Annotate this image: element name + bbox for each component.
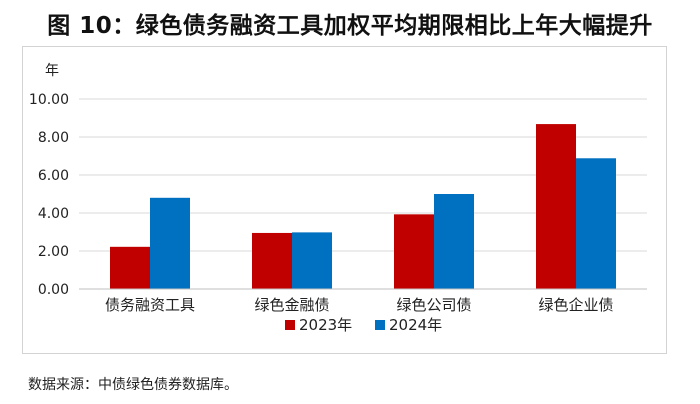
chart-panel: 年 0.00 2.00 4.00 6.00 8.00 10.00 债务融资工具 绿色金融债 绿色公… bbox=[22, 46, 667, 354]
y-tick-label: 6.00 bbox=[38, 168, 69, 184]
legend-swatch bbox=[285, 320, 295, 330]
chart-title: 图 10：绿色债务融资工具加权平均期限相比上年大幅提升 bbox=[47, 13, 653, 39]
x-tick-label: 债务融资工具 bbox=[105, 296, 195, 314]
bar-series-2023 bbox=[252, 232, 292, 289]
y-tick-label: 4.00 bbox=[38, 206, 69, 222]
x-tick-label: 绿色公司债 bbox=[396, 296, 471, 314]
legend-label: 2024年 bbox=[389, 316, 442, 334]
x-tick-label: 绿色企业债 bbox=[538, 296, 613, 314]
legend-label: 2023年 bbox=[299, 316, 352, 334]
bar-series-2023 bbox=[110, 246, 150, 289]
axes: 年 0.00 2.00 4.00 6.00 8.00 10.00 债务融资工具 绿色金融债 绿色公… bbox=[29, 63, 647, 314]
y-tick-label: 2.00 bbox=[38, 244, 69, 260]
data-source-note: 数据来源：中债绿色债券数据库。 bbox=[28, 377, 238, 393]
bar-chart: 年 0.00 2.00 4.00 6.00 8.00 10.00 债务融资工具 绿色金融债 绿色公… bbox=[29, 63, 647, 334]
bars bbox=[110, 124, 616, 289]
bar-series-2024 bbox=[150, 197, 190, 289]
bar-series-2024 bbox=[576, 158, 616, 289]
bar-series-2023 bbox=[536, 124, 576, 289]
legend-swatch bbox=[375, 320, 385, 330]
y-tick-label: 8.00 bbox=[38, 130, 69, 146]
x-tick-label: 绿色金融债 bbox=[254, 296, 329, 314]
bar-series-2023 bbox=[394, 214, 434, 289]
y-axis-unit-label: 年 bbox=[45, 63, 59, 79]
y-tick-label: 10.00 bbox=[29, 92, 69, 108]
bar-series-2024 bbox=[434, 194, 474, 289]
legend: 2023年 2024年 bbox=[285, 316, 442, 334]
bar-series-2024 bbox=[292, 232, 332, 289]
y-tick-label: 0.00 bbox=[38, 282, 69, 298]
